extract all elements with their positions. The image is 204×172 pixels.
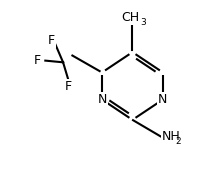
Text: F: F <box>48 34 55 47</box>
Text: N: N <box>158 93 168 106</box>
Text: F: F <box>65 79 72 93</box>
Text: NH: NH <box>162 130 181 143</box>
Text: 3: 3 <box>140 18 146 26</box>
Text: 2: 2 <box>175 137 181 146</box>
Text: F: F <box>34 54 41 67</box>
Text: CH: CH <box>122 11 140 24</box>
Text: N: N <box>97 93 107 106</box>
